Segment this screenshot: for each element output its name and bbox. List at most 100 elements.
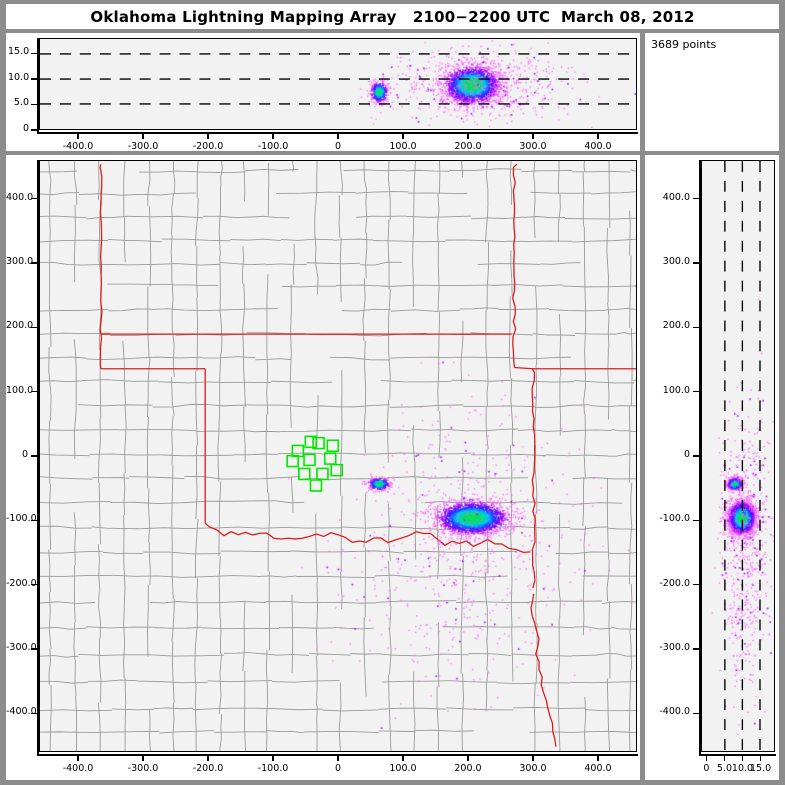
top-y-axis [37,38,39,134]
map-y-tick-label: 0 [21,449,28,460]
map-x-tick-label: -200.0 [192,763,224,774]
side-x-tick [705,754,708,761]
map-x-tick [207,754,209,761]
map-x-tick-label: -400.0 [62,763,94,774]
side-y-tick [693,712,701,715]
top-x-tick [467,132,469,139]
map-x-tick [467,754,469,761]
map-x-tick [142,754,144,761]
top-y-tick [31,103,39,106]
top-x-tick-label: 100.0 [389,141,417,152]
side-y-tick-label: 400.0 [662,191,690,203]
side-y-tick [693,262,701,264]
top-y-tick-label: 0 [22,123,29,134]
top-y-tick-label: 15.0 [8,46,30,58]
side-x-tick [759,754,762,761]
top-x-tick-label: 0 [334,141,342,152]
top-x-tick [597,132,599,139]
map-y-tick [31,648,39,650]
map-y-tick [31,262,39,264]
top-y-tick-label: 10.0 [8,71,30,83]
map-x-tick [402,754,404,761]
side-y-tick [693,519,701,522]
points-count-label: 3689 points [651,38,717,51]
top-x-tick [337,132,339,139]
top-x-tick-label: -300.0 [127,141,159,152]
altitude-vs-east-west-panel: 0 5.0 10.0 15.0 -400.0 -300.0 -200.0 -100.0 0 100… [6,33,640,152]
top-x-tick [272,132,274,139]
side-y-tick-label: -100.0 [659,513,690,525]
side-y-tick-label: -400.0 [659,706,690,718]
map-x-tick-label: 300.0 [519,763,547,774]
side-y-tick [693,583,701,586]
map-y-tick [31,197,39,200]
lightning-sources-top [40,39,636,129]
top-y-tick [31,52,39,55]
top-x-tick-label: 400.0 [584,141,612,152]
map-x-tick [272,754,274,761]
side-y-tick-label: 200.0 [662,320,690,332]
map-y-tick [31,519,39,522]
side-y-tick [693,455,701,457]
map-y-tick [31,390,39,393]
top-x-tick [402,132,404,139]
plan-view-map-plot[interactable] [39,160,637,752]
top-gridlines [40,53,636,105]
side-y-tick-label: -200.0 [659,577,690,589]
top-x-tick [207,132,209,139]
north-south-vs-altitude-plot[interactable] [701,160,775,752]
top-x-tick [142,132,144,139]
top-x-tick [532,132,534,139]
map-x-tick-label: 0 [334,763,342,774]
top-x-tick-label: 300.0 [519,141,547,152]
map-y-tick-label: -200.0 [6,577,37,589]
map-x-tick-label: 400.0 [584,763,612,774]
side-y-axis [699,160,701,756]
top-y-tick [31,78,39,80]
map-y-tick-label: 100.0 [6,384,34,396]
map-x-tick [597,754,599,761]
side-y-tick-label: -300.0 [659,642,690,654]
side-x-tick-label: 15.0 [749,763,772,774]
side-y-tick [693,197,701,200]
map-y-tick-label: -100.0 [6,513,37,525]
side-x-tick [723,754,726,761]
map-y-tick-label: 400.0 [6,191,34,203]
map-x-tick-label: -100.0 [257,763,289,774]
side-x-tick-label: 5.0 [716,763,732,774]
altitude-vs-east-west-plot[interactable] [39,38,637,130]
top-x-tick-label: -200.0 [192,141,224,152]
side-y-tick-label: 0 [683,449,690,460]
map-x-tick-label: 200.0 [454,763,482,774]
side-y-tick [693,648,701,650]
lma-station-markers [286,435,343,492]
top-x-tick-label: -100.0 [257,141,289,152]
side-x-tick-label: 10.0 [731,763,754,774]
map-y-axis [37,160,39,756]
side-x-tick-label: 0 [703,763,710,774]
map-y-tick-label: 200.0 [6,320,34,332]
side-y-tick-label: 100.0 [662,384,690,396]
map-x-tick [532,754,534,761]
points-count-panel: 3689 points [645,33,779,151]
top-x-tick-label: 200.0 [454,141,482,152]
map-x-tick [77,754,79,761]
lightning-sources-map [40,161,636,751]
side-gridlines [724,161,761,751]
map-x-tick-label: -300.0 [127,763,159,774]
side-x-tick [741,754,744,761]
page-title: Oklahoma Lightning Mapping Array 2100−22… [90,7,695,26]
title-bar: Oklahoma Lightning Mapping Array 2100−22… [6,4,779,29]
top-y-tick [31,129,39,131]
map-y-tick [31,455,39,457]
map-y-tick [31,712,39,715]
north-south-vs-altitude-panel: 400.0 300.0 200.0 100.0 0 -100.0 -200.0 -300.0 -… [645,155,779,780]
top-x-tick [77,132,79,139]
map-y-tick-label: -400.0 [6,706,37,718]
map-x-tick [337,754,339,761]
map-y-tick [31,326,39,329]
lightning-sources-side [702,161,774,751]
plan-view-map-panel: 400.0 300.0 200.0 100.0 0 -100.0 -200.0 -300.0 -… [6,155,640,780]
map-y-tick-label: 300.0 [6,255,34,267]
map-y-tick-label: -300.0 [6,642,37,654]
